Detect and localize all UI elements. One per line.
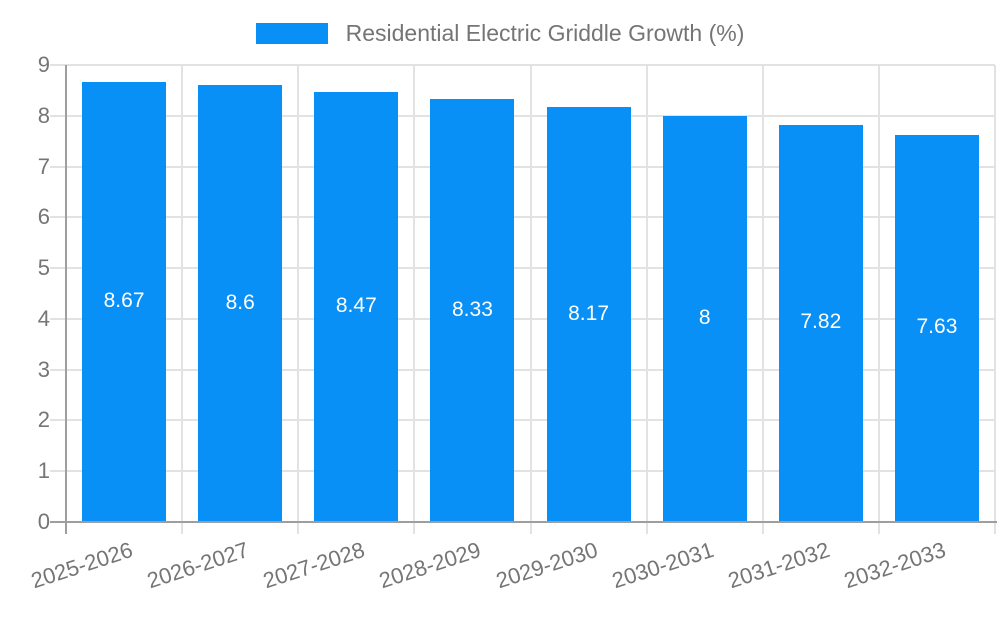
y-tick-label: 7 [37,153,50,179]
y-tick-label: 1 [37,458,50,484]
bar [546,107,631,522]
bar-value-label: 8.47 [335,293,377,317]
y-tick-label: 3 [37,356,50,382]
legend-swatch [255,23,328,44]
y-tick-label: 0 [37,509,50,534]
bar-value-label: 8.67 [103,288,145,312]
x-axis-line [50,521,997,523]
bar-value-label: 8 [698,305,711,329]
y-gridline [50,267,995,270]
bar [82,81,167,522]
x-gridline [645,65,648,534]
y-tick-label: 4 [37,305,50,331]
x-gridline [994,65,996,534]
y-gridline [50,114,995,117]
bar-chart: Residential Electric Griddle Growth (%) … [0,20,1000,594]
y-axis-line [65,65,67,534]
bar [314,91,399,522]
y-gridline [50,470,995,473]
x-gridline [181,65,184,534]
bar-value-label: 8.6 [225,290,255,314]
y-gridline [50,368,995,371]
bar-value-label: 7.82 [800,310,842,334]
plot-area: 0 1 2 3 4 5 6 7 8 9 8.67 2025-2026 8.6 2026-2027 8.47 2… [28,52,997,593]
y-tick-label: 9 [37,52,50,77]
bar [778,124,863,522]
y-gridline [50,419,995,422]
legend-label: Residential Electric Griddle Growth (%) [345,20,745,46]
y-gridline [50,216,995,219]
bar [894,134,979,522]
bar [198,85,283,522]
x-gridline [413,65,416,534]
y-tick-label: 6 [37,204,50,230]
y-tick-label: 2 [37,407,50,433]
x-gridline [529,65,532,534]
y-tick-label: 5 [37,255,50,281]
y-gridline [50,317,995,320]
bar-value-label: 8.33 [452,297,493,321]
bar [662,115,747,522]
y-tick-label: 8 [37,102,50,128]
x-gridline [761,65,764,534]
bar-value-label: 8.17 [568,301,609,325]
x-gridline [297,65,300,534]
y-gridline [50,165,995,168]
y-gridline [50,64,995,66]
legend: Residential Electric Griddle Growth (%) [0,20,1000,47]
bar-value-label: 7.63 [916,315,958,339]
bar [430,99,515,522]
x-gridline [877,65,880,534]
